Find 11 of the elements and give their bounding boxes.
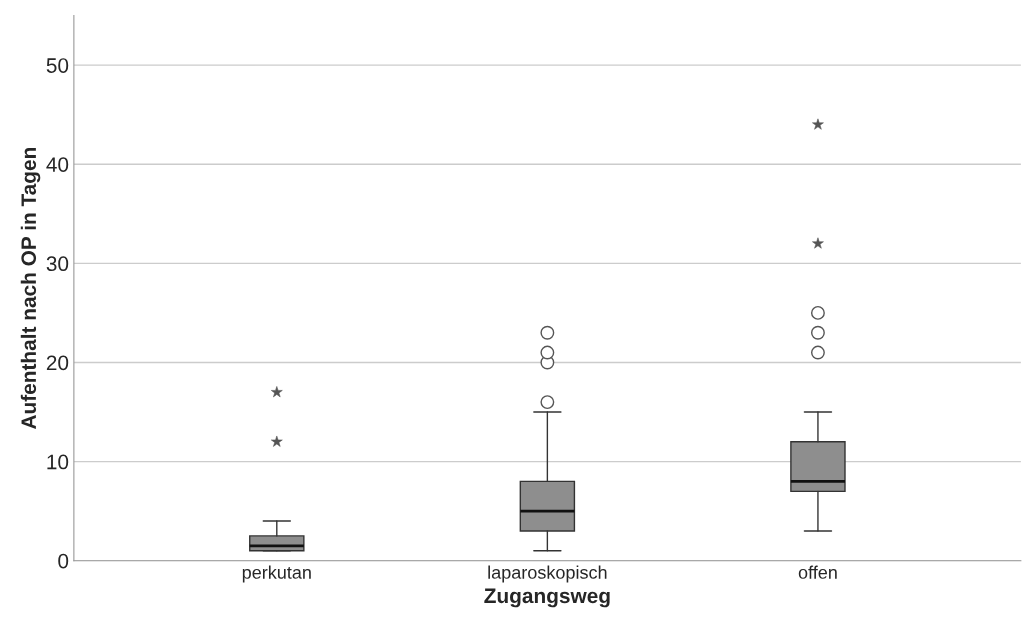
x-tick-label: offen [798, 565, 837, 579]
x-tick-label: perkutan [242, 565, 311, 583]
y-tick-label: 40 [46, 157, 69, 172]
x-axis-title: Zugangsweg [484, 588, 610, 608]
y-tick-label: 50 [46, 58, 69, 73]
y-tick-label: 20 [46, 355, 69, 371]
y-tick-label: 0 [58, 553, 69, 569]
y-axis-title: Aufenthalt nach OP in Tagen [20, 148, 41, 430]
x-tick-label: laparoskopisch [488, 565, 607, 583]
y-tick-label: 10 [47, 454, 69, 470]
y-tick-label: 30 [46, 256, 69, 272]
